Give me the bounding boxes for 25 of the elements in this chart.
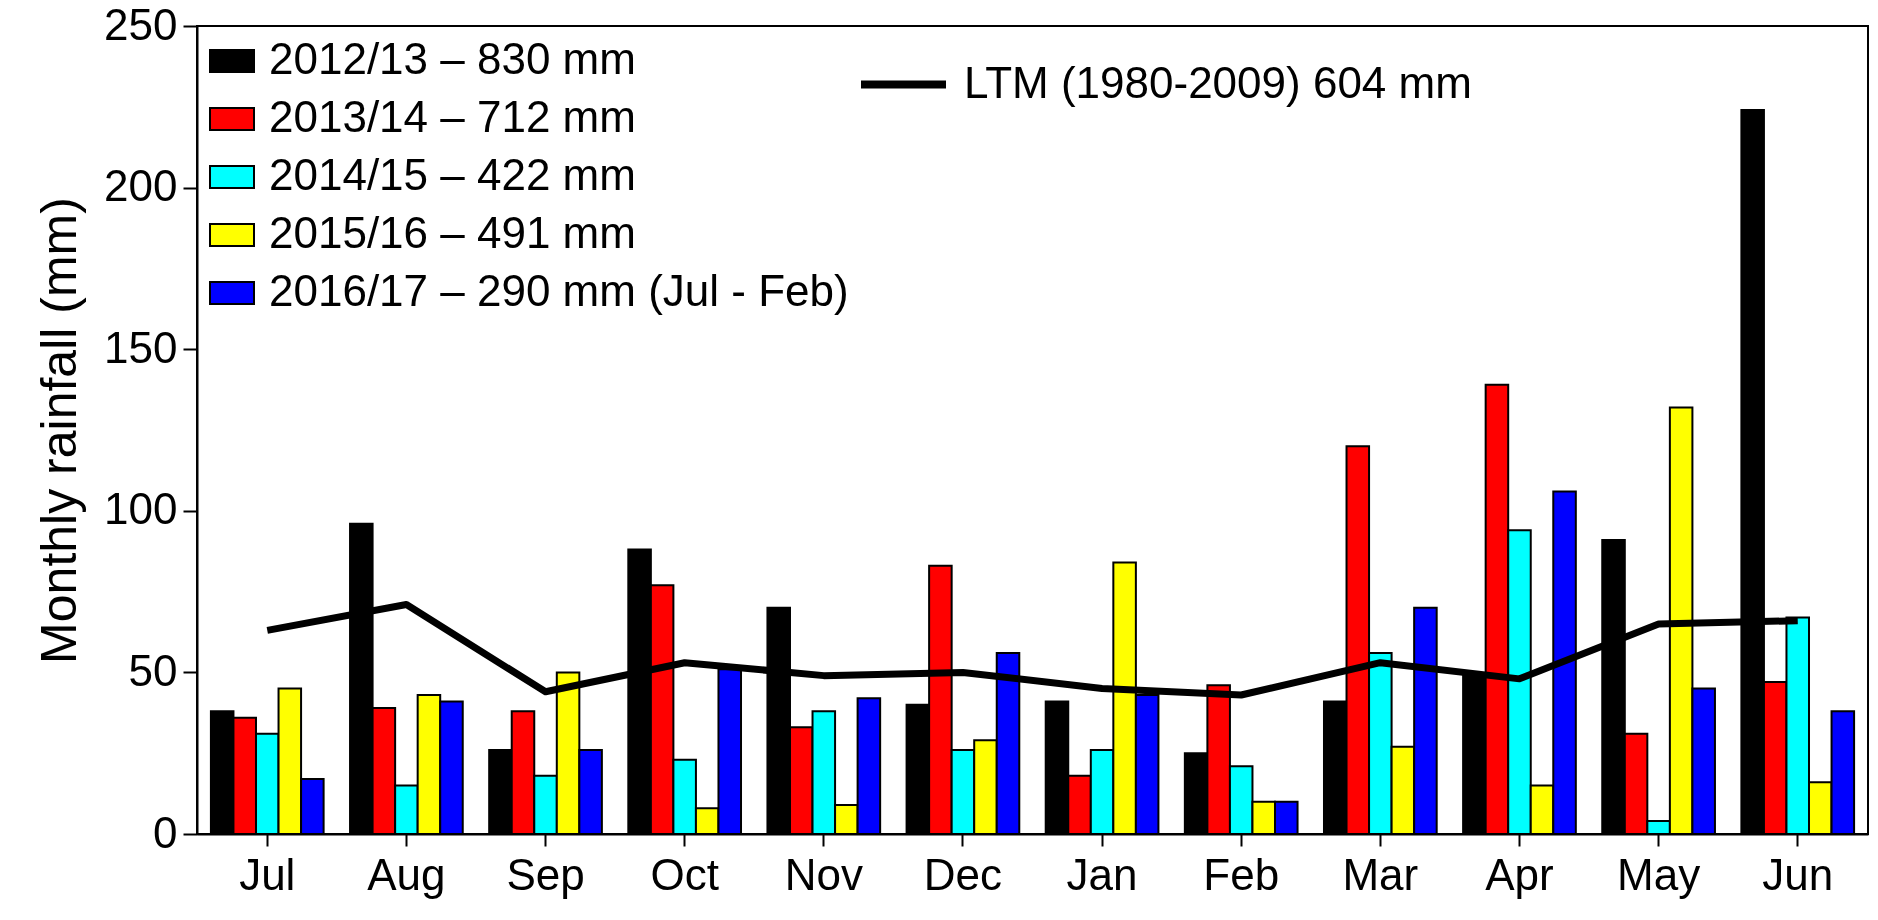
legend-label: 2013/14 – 712 mm: [269, 92, 636, 141]
x-tick-label: Jun: [1762, 849, 1834, 899]
x-tick-label: Mar: [1342, 849, 1419, 899]
x-tick-label: May: [1617, 849, 1701, 899]
x-tick-label: Oct: [650, 849, 719, 899]
x-tick-label: Jul: [239, 849, 296, 899]
x-tick-label: Feb: [1203, 849, 1280, 899]
legend-label: 2012/13 – 830 mm: [269, 34, 636, 83]
y-tick-label: 250: [104, 0, 178, 49]
y-tick-label: 100: [104, 484, 178, 534]
x-tick-label: Apr: [1485, 849, 1554, 899]
x-tick-label: Nov: [784, 849, 863, 899]
y-tick-label: 150: [104, 322, 178, 372]
legend-label: LTM (1980-2009) 604 mm: [964, 57, 1472, 107]
y-tick-label: 50: [128, 645, 178, 695]
y-axis-title: Monthly rainfall (mm): [31, 197, 88, 664]
legend-label: 2014/15 – 422 mm: [269, 150, 636, 199]
x-tick-label: Dec: [923, 849, 1003, 899]
legend-label: 2015/16 – 491 mm: [269, 208, 636, 257]
x-tick-label: Sep: [506, 849, 585, 899]
x-tick-label: Jan: [1066, 849, 1138, 899]
x-tick-label: Aug: [367, 849, 446, 899]
y-tick-label: 0: [153, 807, 178, 857]
y-tick-label: 200: [104, 161, 178, 211]
legend-label: 2016/17 – 290 mm (Jul - Feb): [269, 266, 849, 315]
